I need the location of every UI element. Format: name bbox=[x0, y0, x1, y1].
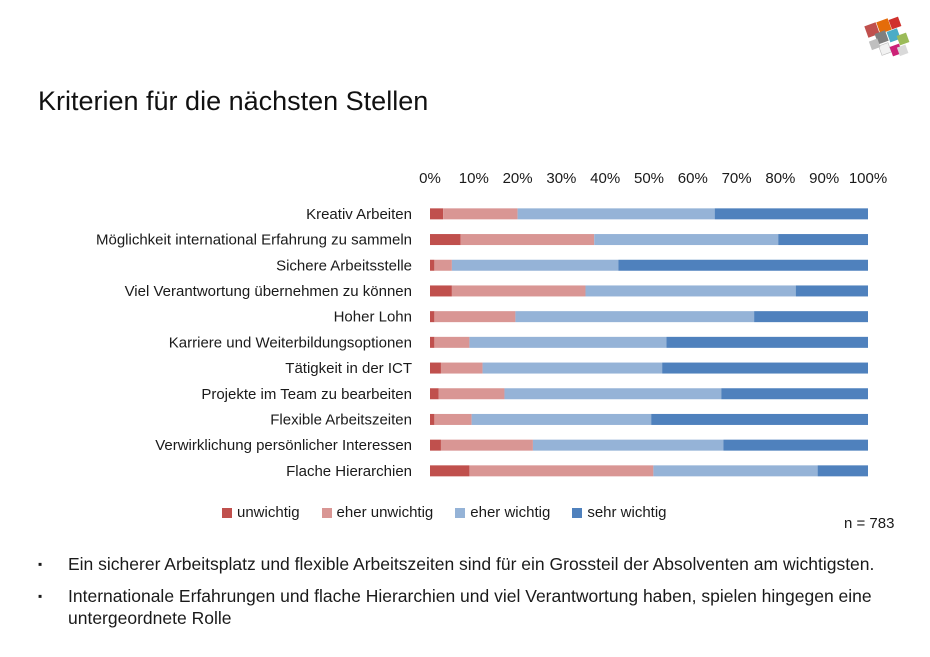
bar-segment-sehr-wichtig bbox=[778, 234, 868, 246]
bullet-item: ▪ Ein sicherer Arbeitsplatz und flexible… bbox=[38, 553, 908, 575]
bar-segment-eher-wichtig bbox=[532, 439, 724, 451]
bar-segment-eher-wichtig bbox=[482, 362, 663, 374]
category-label: Verwirklichung persönlicher Interessen bbox=[155, 437, 412, 454]
bar-segment-unwichtig bbox=[430, 439, 441, 451]
bar-segment-unwichtig bbox=[430, 465, 470, 477]
legend-item: sehr wichtig bbox=[572, 504, 667, 521]
x-tick-label: 0% bbox=[419, 170, 441, 187]
bar-segment-eher-unwichtig bbox=[434, 311, 516, 323]
category-label: Karriere und Weiterbildungsoptionen bbox=[169, 334, 412, 351]
legend-swatch bbox=[321, 507, 332, 518]
x-tick-label: 20% bbox=[503, 170, 533, 187]
bar-segment-unwichtig bbox=[430, 336, 435, 348]
bar-segment-eher-wichtig bbox=[504, 388, 722, 400]
bar-segment-eher-wichtig bbox=[585, 285, 796, 297]
bar-segment-eher-wichtig bbox=[515, 311, 755, 323]
bar-segment-unwichtig bbox=[430, 311, 435, 323]
bar-segment-sehr-wichtig bbox=[721, 388, 868, 400]
bullet-text: Internationale Erfahrungen und flache Hi… bbox=[68, 586, 872, 628]
legend-item: unwichtig bbox=[222, 504, 300, 521]
category-label: Kreativ Arbeiten bbox=[306, 206, 412, 223]
bar-segment-eher-unwichtig bbox=[469, 465, 654, 477]
category-label: Viel Verantwortung übernehmen zu können bbox=[125, 283, 412, 300]
x-tick-label: 50% bbox=[634, 170, 664, 187]
bar-segment-eher-wichtig bbox=[653, 465, 818, 477]
x-tick-label: 70% bbox=[722, 170, 752, 187]
bar-segment-eher-unwichtig bbox=[451, 285, 586, 297]
bar-segment-eher-wichtig bbox=[469, 336, 667, 348]
bar-segment-unwichtig bbox=[430, 388, 439, 400]
legend-label: sehr wichtig bbox=[587, 504, 667, 521]
bullet-marker-icon: ▪ bbox=[38, 557, 43, 571]
legend-label: eher wichtig bbox=[470, 504, 551, 521]
bullet-text: Ein sicherer Arbeitsplatz und flexible A… bbox=[68, 554, 875, 574]
bar-segment-sehr-wichtig bbox=[651, 413, 868, 425]
page-title: Kriterien für die nächsten Stellen bbox=[38, 86, 429, 116]
bar-segment-unwichtig bbox=[430, 285, 452, 297]
bar-segment-eher-wichtig bbox=[517, 208, 715, 220]
x-tick-label: 30% bbox=[546, 170, 576, 187]
bar-segment-eher-unwichtig bbox=[440, 439, 533, 451]
category-label: Projekte im Team zu bearbeiten bbox=[201, 386, 412, 403]
legend-swatch bbox=[222, 507, 232, 518]
category-label: Flache Hierarchien bbox=[286, 463, 412, 480]
bar-segment-eher-unwichtig bbox=[434, 413, 472, 425]
bar-segment-eher-unwichtig bbox=[440, 362, 483, 374]
bar-segment-sehr-wichtig bbox=[618, 259, 868, 271]
bar-segment-eher-wichtig bbox=[451, 259, 619, 271]
legend-label: eher unwichtig bbox=[336, 504, 434, 521]
bar-segment-unwichtig bbox=[430, 362, 441, 374]
x-tick-label: 40% bbox=[590, 170, 620, 187]
bar-segment-sehr-wichtig bbox=[666, 336, 868, 348]
category-label: Tätigkeit in der ICT bbox=[285, 360, 412, 377]
bullet-list: ▪ Ein sicherer Arbeitsplatz und flexible… bbox=[38, 553, 908, 639]
bar-segment-unwichtig bbox=[430, 234, 461, 246]
legend-item: eher wichtig bbox=[455, 504, 550, 521]
x-tick-label: 10% bbox=[459, 170, 489, 187]
bar-segment-eher-unwichtig bbox=[443, 208, 518, 220]
sample-size-label: n = 783 bbox=[844, 515, 895, 532]
bar-segment-sehr-wichtig bbox=[754, 311, 868, 323]
bar-segment-unwichtig bbox=[430, 208, 444, 220]
bar-segment-sehr-wichtig bbox=[662, 362, 868, 374]
bar-segment-unwichtig bbox=[430, 413, 435, 425]
bar-segment-eher-unwichtig bbox=[460, 234, 595, 246]
bar-segment-eher-wichtig bbox=[471, 413, 652, 425]
category-label: Hoher Lohn bbox=[334, 309, 412, 326]
bullet-item: ▪ Internationale Erfahrungen und flache … bbox=[38, 585, 908, 629]
x-tick-label: 60% bbox=[678, 170, 708, 187]
bar-segment-eher-unwichtig bbox=[434, 259, 452, 271]
legend-swatch bbox=[572, 507, 583, 518]
bar-segment-sehr-wichtig bbox=[714, 208, 868, 220]
chart-legend: unwichtig eher unwichtig eher wichtig sehr … bbox=[222, 504, 689, 521]
stacked-bar-chart: 0% 10% 20% 30% 40% 50% 60% 70% 80% 90% 100% Kreativ… bbox=[96, 170, 887, 480]
bar-segment-eher-unwichtig bbox=[438, 388, 505, 400]
bar-segment-unwichtig bbox=[430, 259, 435, 271]
x-tick-label: 80% bbox=[765, 170, 795, 187]
category-label: Flexible Arbeitszeiten bbox=[270, 411, 412, 428]
bar-segment-sehr-wichtig bbox=[723, 439, 868, 451]
bar-segment-eher-unwichtig bbox=[434, 336, 470, 348]
legend-swatch bbox=[455, 507, 466, 518]
x-tick-label: 100% bbox=[849, 170, 887, 187]
bar-segment-eher-wichtig bbox=[594, 234, 779, 246]
brand-logo-icon bbox=[864, 16, 910, 57]
legend-label: unwichtig bbox=[237, 504, 300, 521]
bar-segment-sehr-wichtig bbox=[795, 285, 868, 297]
bullet-marker-icon: ▪ bbox=[38, 589, 43, 603]
legend-item: eher unwichtig bbox=[321, 504, 434, 521]
bar-segment-sehr-wichtig bbox=[817, 465, 868, 477]
category-label: Sichere Arbeitsstelle bbox=[276, 257, 412, 274]
x-tick-label: 90% bbox=[809, 170, 839, 187]
category-label: Möglichkeit international Erfahrung zu s… bbox=[96, 232, 412, 249]
